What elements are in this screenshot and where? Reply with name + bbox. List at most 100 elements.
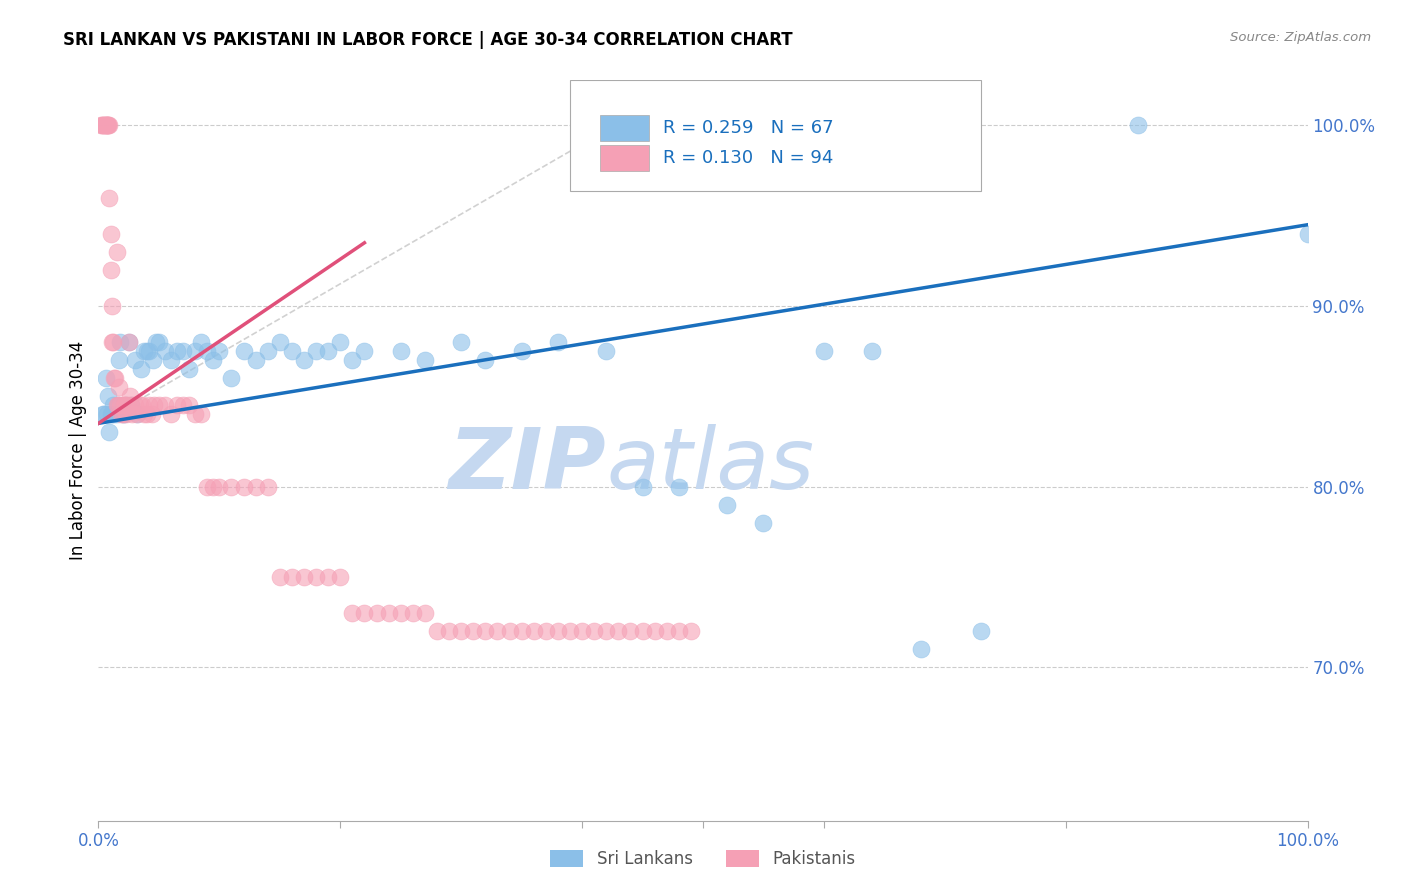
Legend: Sri Lankans, Pakistanis: Sri Lankans, Pakistanis: [544, 843, 862, 875]
Point: [269, 570, 291, 584]
Point: [98, 191, 121, 205]
Point: [100, 408, 122, 422]
Point: [523, 624, 546, 638]
Point: [105, 408, 128, 422]
Point: [94, 119, 117, 133]
Point: [202, 353, 225, 368]
Point: [498, 624, 520, 638]
Point: [305, 344, 328, 359]
Point: [208, 344, 231, 359]
Point: [134, 344, 156, 359]
Point: [166, 344, 188, 359]
Point: [172, 398, 194, 412]
Point: [595, 624, 617, 638]
Point: [145, 335, 167, 350]
Point: [716, 498, 738, 512]
Bar: [600, 115, 648, 141]
Point: [114, 398, 136, 412]
Point: [138, 398, 160, 412]
Point: [153, 344, 176, 359]
Point: [101, 398, 124, 412]
Text: SRI LANKAN VS PAKISTANI IN LABOR FORCE | AGE 30-34 CORRELATION CHART: SRI LANKAN VS PAKISTANI IN LABOR FORCE |…: [63, 31, 793, 49]
Point: [413, 353, 436, 368]
Point: [437, 624, 460, 638]
Point: [510, 624, 533, 638]
Point: [100, 227, 122, 241]
Y-axis label: In Labor Force | Age 30-34: In Labor Force | Age 30-34: [69, 341, 87, 560]
Point: [389, 344, 412, 359]
Point: [305, 570, 328, 584]
Point: [558, 624, 581, 638]
Point: [94, 371, 117, 385]
Point: [342, 353, 364, 368]
Point: [124, 353, 146, 368]
Point: [103, 371, 125, 385]
Point: [184, 344, 207, 359]
Point: [195, 344, 218, 359]
Point: [245, 353, 267, 368]
Point: [97, 119, 120, 133]
Point: [1296, 227, 1319, 241]
Point: [93, 119, 115, 133]
Point: [111, 408, 134, 422]
Point: [143, 398, 166, 412]
Point: [281, 570, 304, 584]
Point: [547, 335, 569, 350]
Point: [245, 479, 267, 493]
Point: [190, 335, 212, 350]
Point: [96, 119, 118, 133]
Point: [329, 570, 352, 584]
Point: [129, 362, 152, 376]
Point: [100, 299, 122, 313]
Point: [366, 606, 388, 620]
Point: [127, 408, 149, 422]
Point: [752, 516, 775, 530]
Point: [93, 408, 115, 422]
Bar: [600, 145, 648, 171]
Point: [232, 344, 254, 359]
Point: [100, 408, 122, 422]
Point: [474, 624, 496, 638]
Point: [402, 606, 425, 620]
Point: [179, 362, 201, 376]
Point: [96, 119, 118, 133]
Point: [413, 606, 436, 620]
Point: [450, 624, 472, 638]
Point: [141, 408, 163, 422]
Point: [595, 344, 617, 359]
Point: [202, 479, 225, 493]
Point: [124, 398, 146, 412]
Point: [118, 335, 141, 350]
Point: [221, 479, 243, 493]
Point: [668, 624, 690, 638]
Point: [463, 624, 485, 638]
Point: [91, 119, 114, 133]
Point: [98, 425, 121, 440]
Point: [110, 408, 132, 422]
Point: [619, 624, 641, 638]
Point: [101, 335, 124, 350]
Point: [353, 606, 375, 620]
Point: [316, 344, 339, 359]
Point: [450, 335, 472, 350]
Point: [108, 380, 131, 394]
Point: [160, 353, 183, 368]
Point: [138, 344, 160, 359]
Point: [269, 335, 291, 350]
Point: [108, 398, 131, 412]
Point: [353, 344, 375, 359]
Point: [208, 479, 231, 493]
Point: [179, 398, 201, 412]
Text: R = 0.130   N = 94: R = 0.130 N = 94: [664, 149, 834, 167]
Point: [142, 353, 165, 368]
Point: [120, 398, 142, 412]
Text: Source: ZipAtlas.com: Source: ZipAtlas.com: [1230, 31, 1371, 45]
Point: [583, 624, 606, 638]
Point: [104, 371, 127, 385]
Text: ZIP: ZIP: [449, 424, 606, 507]
Point: [195, 479, 218, 493]
Point: [534, 624, 557, 638]
Point: [127, 408, 149, 422]
Point: [510, 344, 533, 359]
Point: [221, 371, 243, 385]
